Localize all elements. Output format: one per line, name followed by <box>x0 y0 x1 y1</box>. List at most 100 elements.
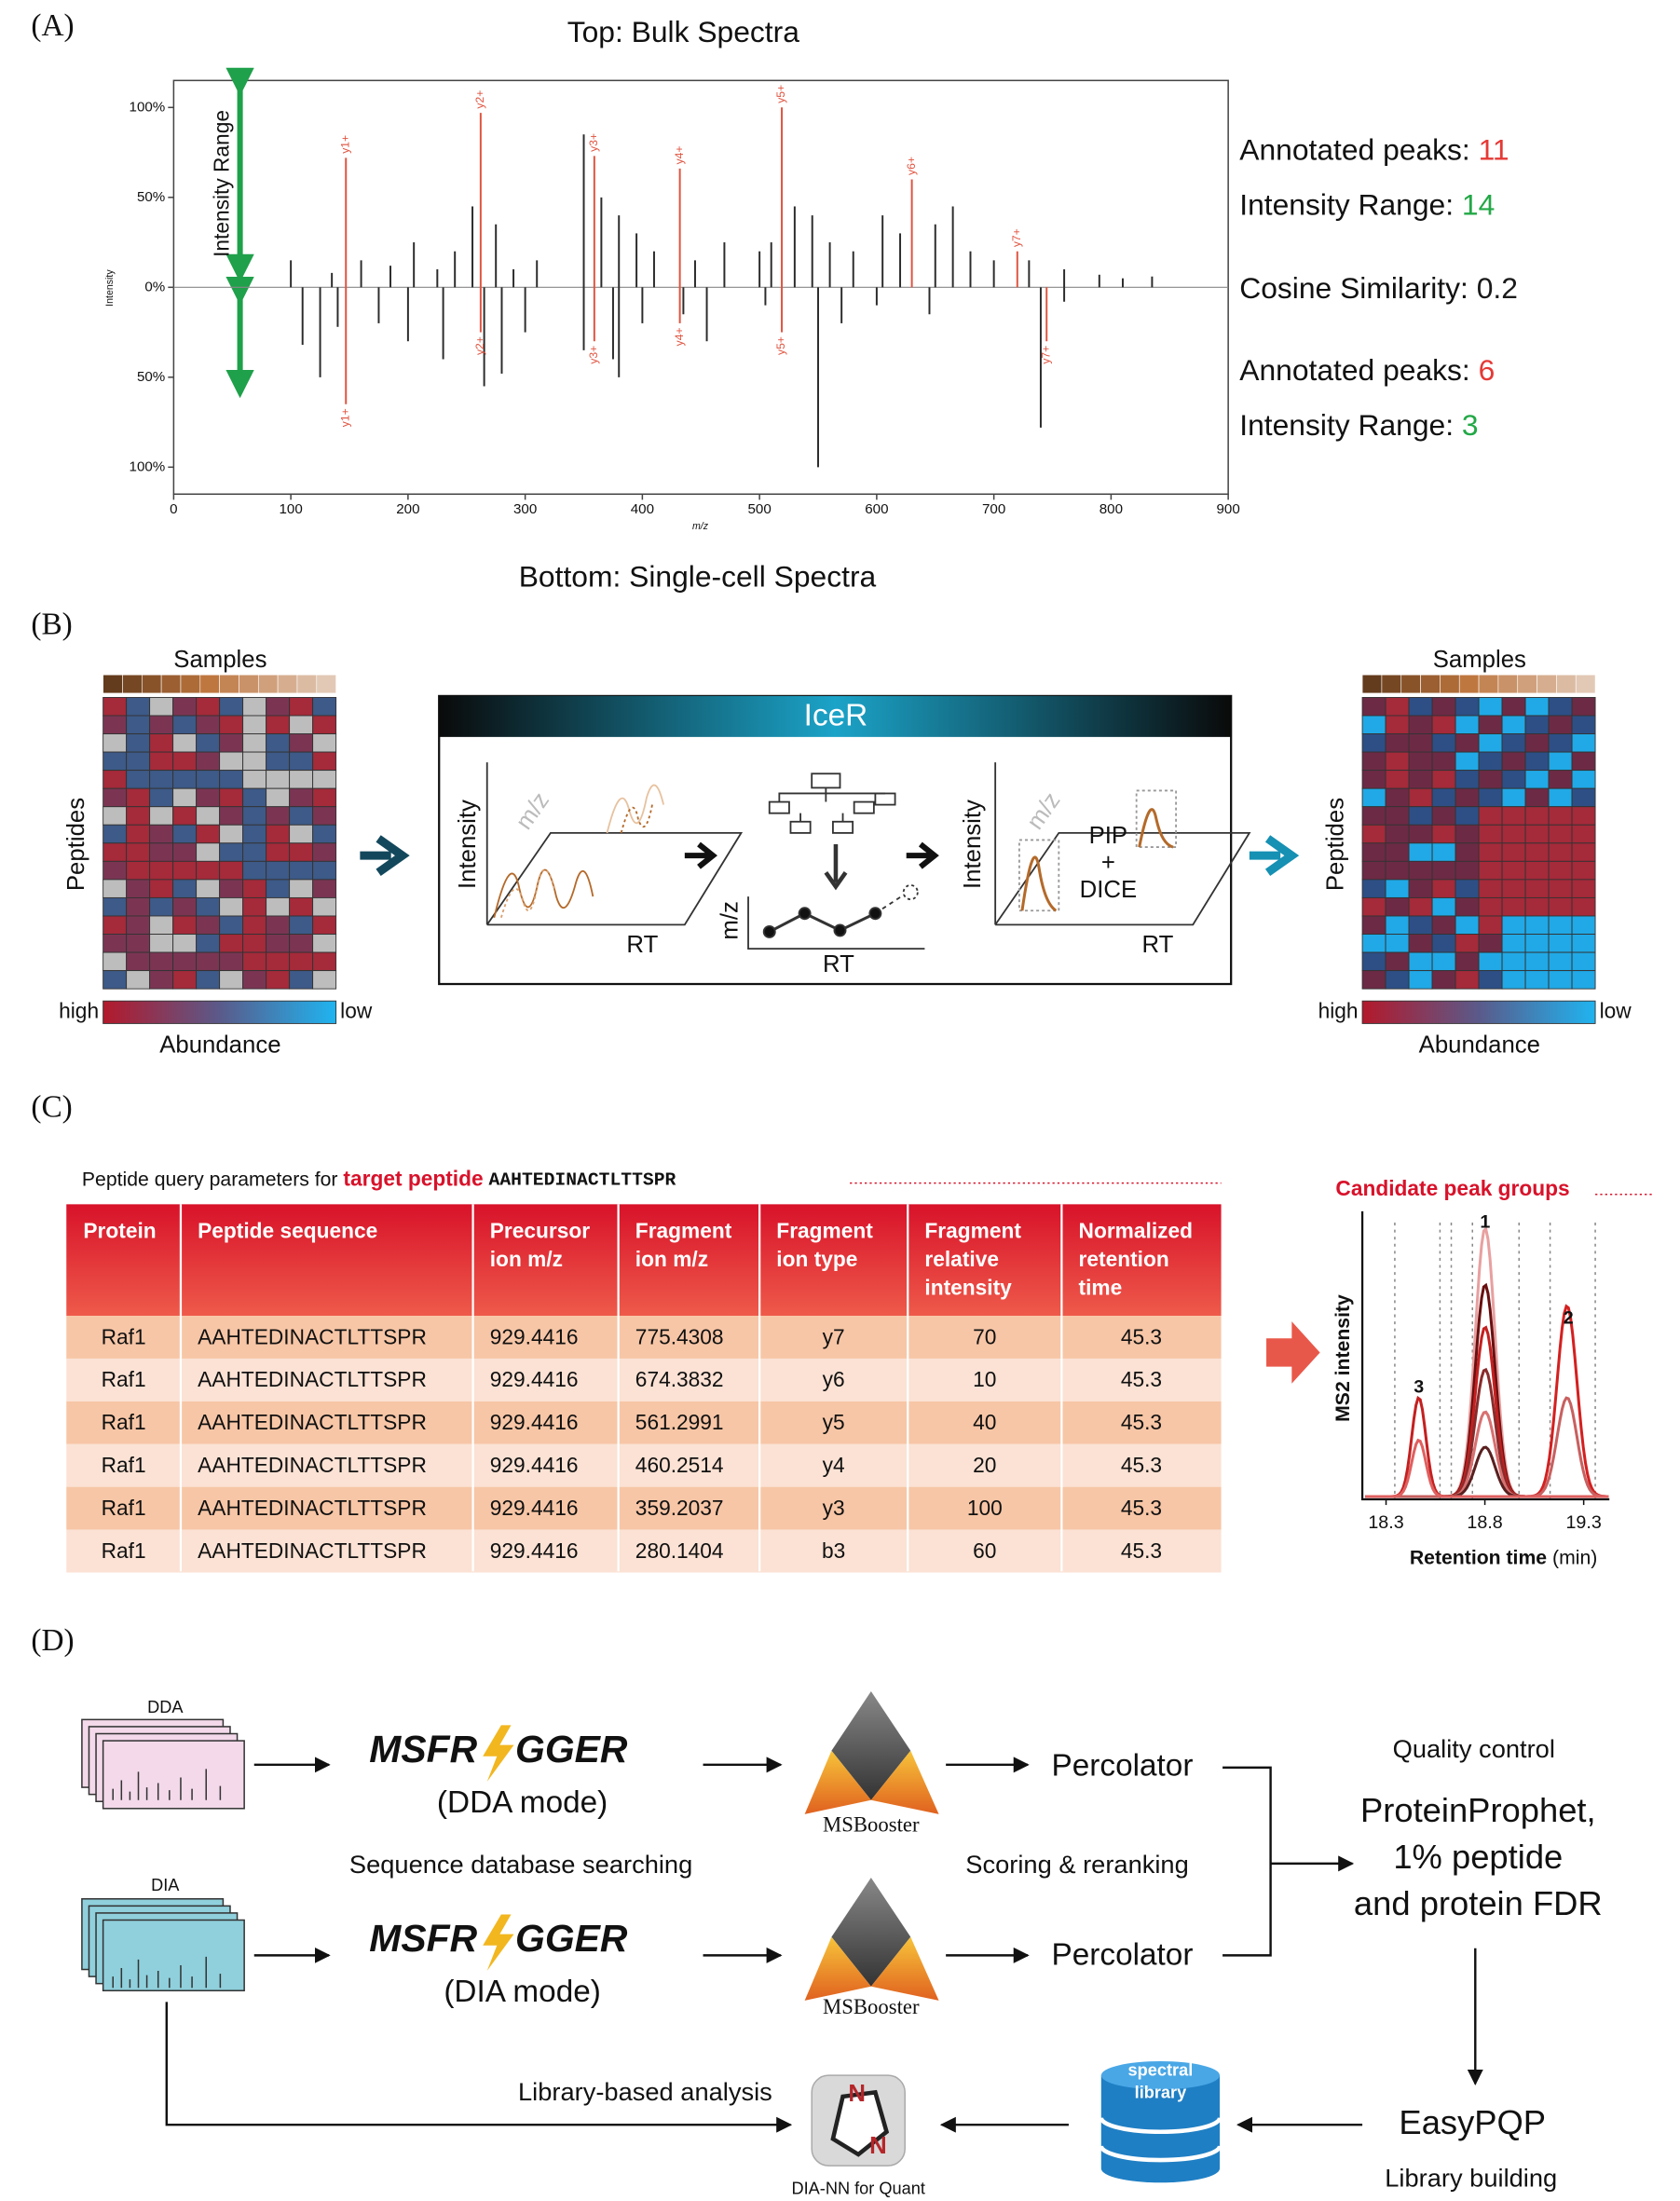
heatmap-cell <box>219 951 244 972</box>
peak-label: y1+ <box>338 135 351 154</box>
heatmap-cell <box>172 715 198 734</box>
heatmap-cell <box>126 951 151 972</box>
header-cell: Fragment <box>776 1219 873 1243</box>
heatmap-cell <box>1478 715 1503 734</box>
heatmap-cell <box>149 733 174 753</box>
heatmap-cell <box>1408 824 1433 844</box>
table-row <box>66 1316 1222 1359</box>
arrow <box>1249 835 1300 877</box>
heatmap-cell <box>1408 879 1433 898</box>
heatmap-cell <box>1524 842 1550 862</box>
heatmap-cell <box>126 915 151 935</box>
trace <box>1365 1410 1609 1498</box>
heatmap-cell <box>242 842 267 862</box>
label: Library-based analysis <box>518 2077 772 2106</box>
heatmap-cell <box>149 770 174 789</box>
label: spectral <box>1128 2060 1194 2079</box>
heatmap-cell <box>1501 787 1526 808</box>
heatmap-cell <box>242 896 267 917</box>
heatmap-cell <box>172 842 198 862</box>
heatmap-cell <box>1548 879 1573 898</box>
heatmap-cell <box>1431 915 1456 935</box>
heatmap-cell <box>1571 879 1596 898</box>
heatmap-cell <box>1501 696 1526 717</box>
heatmap-cell <box>1361 879 1386 898</box>
heatmap-cell <box>242 824 267 844</box>
heatmap-cell <box>1524 696 1550 717</box>
header-cell: Normalized <box>1079 1219 1193 1243</box>
table-cell: y3 <box>823 1496 845 1520</box>
table-cell: y5 <box>823 1410 845 1434</box>
table-cell: Raf1 <box>102 1367 146 1391</box>
heatmap-cell <box>172 806 198 826</box>
heatmap-cell <box>102 915 128 935</box>
heatmap-cell <box>1571 934 1596 953</box>
heatmap-cell <box>266 896 291 917</box>
heatmap-cell <box>1385 915 1410 935</box>
table-cell: 929.4416 <box>490 1538 579 1563</box>
ring <box>830 2089 890 2157</box>
arrow-label: Intensity Range <box>209 110 233 257</box>
heatmap-cell <box>1385 896 1410 917</box>
heatmap-cell <box>266 696 291 717</box>
atom: N <box>848 2081 866 2107</box>
label: EasyPQP <box>1399 2103 1546 2141</box>
title: Top: Bulk Spectra <box>567 15 800 48</box>
heatmap-cell <box>1524 951 1550 972</box>
heatmap-cell <box>1571 733 1596 753</box>
heatmap-cell <box>1478 915 1503 935</box>
heatmap-cell <box>1455 806 1480 826</box>
sample-swatch <box>1478 674 1499 694</box>
heatmap-cell <box>102 934 128 953</box>
heatmap-cell <box>219 915 244 935</box>
panel-b: IceR Intensity m/z RT m/z RT Intensity m… <box>59 647 1632 1059</box>
heatmap-cell <box>219 696 244 717</box>
heatmap-cell <box>289 751 314 772</box>
heatmap-cell <box>1408 915 1433 935</box>
colorbar-label: low <box>1600 998 1632 1022</box>
stat-label: Intensity Range: <box>1239 408 1454 442</box>
sample-swatch <box>219 674 239 694</box>
heatmap-cell <box>1361 806 1386 826</box>
table-row <box>66 1529 1222 1573</box>
heatmap-cell <box>1501 806 1526 826</box>
label: DDA <box>147 1698 184 1716</box>
msbooster-logo <box>804 1691 939 2001</box>
spectra-stack <box>81 1718 245 1992</box>
heatmap-cell <box>1571 915 1596 935</box>
heatmap-cell <box>172 824 198 844</box>
table-cell: 10 <box>973 1367 996 1391</box>
heatmap-cell <box>1548 915 1573 935</box>
heatmap-cell <box>219 896 244 917</box>
heatmap-cell <box>1571 824 1596 844</box>
heatmap-cell <box>1548 770 1573 789</box>
heatmap-cell <box>1361 787 1386 808</box>
heatmap-cell <box>219 934 244 953</box>
label: PIP <box>1089 823 1128 849</box>
heatmap-cell <box>1361 733 1386 753</box>
label: Quality control <box>1393 1734 1555 1763</box>
heatmap-cell <box>126 970 151 990</box>
icer-header <box>439 695 1232 737</box>
heatmap-cell <box>126 715 151 734</box>
heatmap-cell <box>312 970 337 990</box>
table-cell: 45.3 <box>1121 1410 1162 1434</box>
colorbar <box>1361 1000 1596 1024</box>
label: DICE <box>1080 877 1138 903</box>
heatmap-cell <box>289 915 314 935</box>
heatmap-cell <box>1501 824 1526 844</box>
heatmap-cell <box>1524 715 1550 734</box>
heatmap-cell <box>149 860 174 881</box>
heatmap-cell <box>149 934 174 953</box>
heatmap-cell <box>1571 806 1596 826</box>
panel-label: (A) <box>31 8 74 43</box>
peak-label: y6+ <box>905 157 918 175</box>
heatmap-cell <box>1431 970 1456 990</box>
bracket <box>1222 1766 1272 1957</box>
heatmap-cell <box>1501 934 1526 953</box>
heatmap-cell <box>102 770 128 789</box>
heatmap-cell <box>1408 733 1433 753</box>
table-cell: 460.2514 <box>635 1453 724 1477</box>
heatmap-cell <box>266 787 291 808</box>
heatmap-cell <box>172 860 198 881</box>
